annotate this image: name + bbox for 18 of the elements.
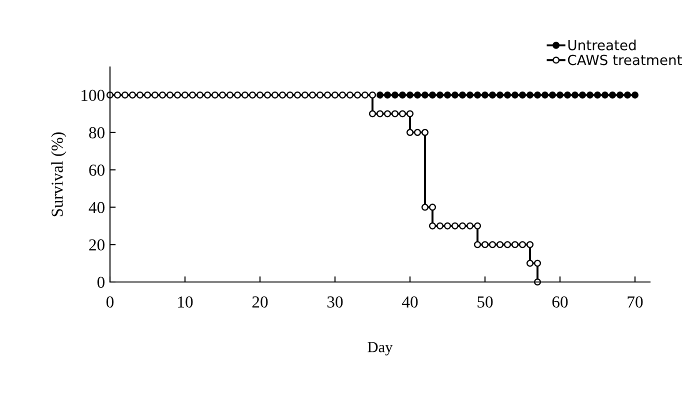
legend-label: Untreated — [568, 40, 636, 50]
x-tick-label: 20 — [252, 296, 268, 308]
y-axis-title: Survival (%) — [51, 132, 66, 216]
y-tick-label: 80 — [89, 127, 105, 138]
x-axis-title: Day — [368, 342, 393, 356]
y-tick-label: 20 — [89, 239, 105, 251]
x-tick-label: 50 — [478, 296, 493, 308]
legend-label: CAWS treatment — [568, 54, 682, 66]
x-tick-label: 30 — [327, 296, 343, 308]
y-tick-label: 60 — [89, 164, 105, 176]
x-tick-label: 40 — [402, 296, 418, 308]
x-tick-label: 60 — [552, 296, 568, 308]
x-tick-label: 70 — [628, 296, 643, 308]
x-tick-label: 0 — [106, 296, 114, 308]
y-tick-label: 100 — [82, 90, 105, 101]
y-tick-label: 40 — [88, 202, 105, 214]
x-tick-label: 10 — [178, 296, 193, 308]
y-tick-label: 0 — [97, 276, 105, 288]
